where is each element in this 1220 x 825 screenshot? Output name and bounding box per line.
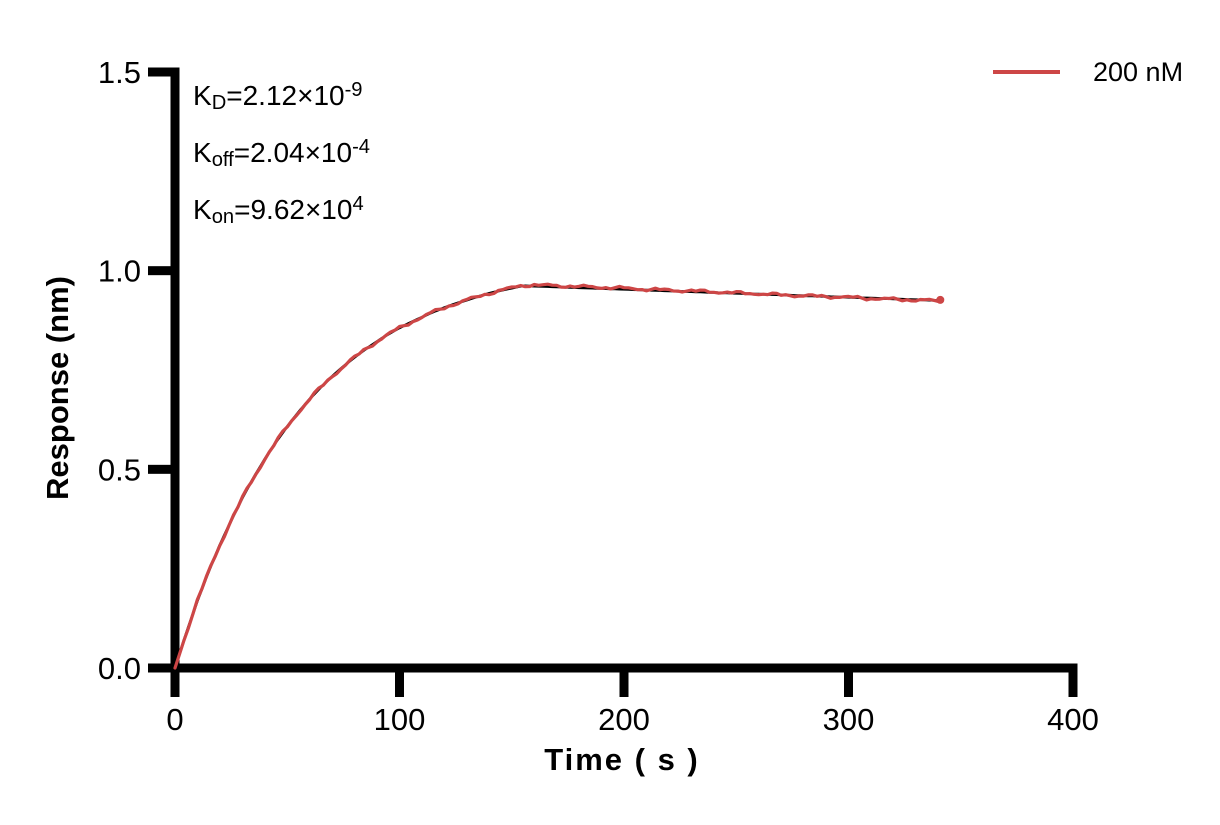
y-tick-label: 0.5 (98, 452, 141, 487)
x-tick (619, 672, 629, 697)
data-curve-200nM (173, 282, 940, 670)
koff-annotation: Koff=2.04×10-4 (193, 136, 371, 172)
x-tick (1068, 672, 1078, 697)
x-tick (844, 672, 853, 697)
kd-annotation: KD=2.12×10-9 (193, 79, 363, 115)
x-tick-label: 400 (1047, 702, 1099, 737)
x-axis-spine (170, 663, 1078, 673)
x-tick (170, 672, 180, 697)
y-tick (148, 67, 171, 77)
kon-annotation: Kon=9.62×104 (193, 193, 364, 229)
x-tick (395, 672, 404, 697)
y-tick-label: 1.0 (98, 254, 141, 289)
y-axis-title: Response (nm) (40, 276, 75, 500)
x-tick-label: 0 (166, 702, 183, 737)
y-axis-spine (170, 67, 180, 697)
kinetic-constants: KD=2.12×10-9 Koff=2.04×10-4 Kon=9.62×104 (193, 68, 370, 239)
x-axis-title: Time ( s ) (544, 742, 700, 777)
y-tick (148, 266, 171, 276)
y-tick-label: 1.5 (98, 55, 141, 90)
legend: 200 nM (993, 57, 1183, 87)
legend-label: 200 nM (1093, 56, 1184, 87)
legend-line-swatch (993, 70, 1060, 74)
y-tick (148, 663, 171, 673)
data-curve-endpoint (936, 295, 945, 304)
y-tick (148, 464, 171, 474)
fit-curve (173, 284, 940, 670)
x-tick-label: 200 (598, 702, 650, 737)
y-tick-label: 0.0 (98, 651, 141, 686)
x-tick-label: 100 (374, 702, 426, 737)
x-tick-label: 300 (823, 702, 875, 737)
